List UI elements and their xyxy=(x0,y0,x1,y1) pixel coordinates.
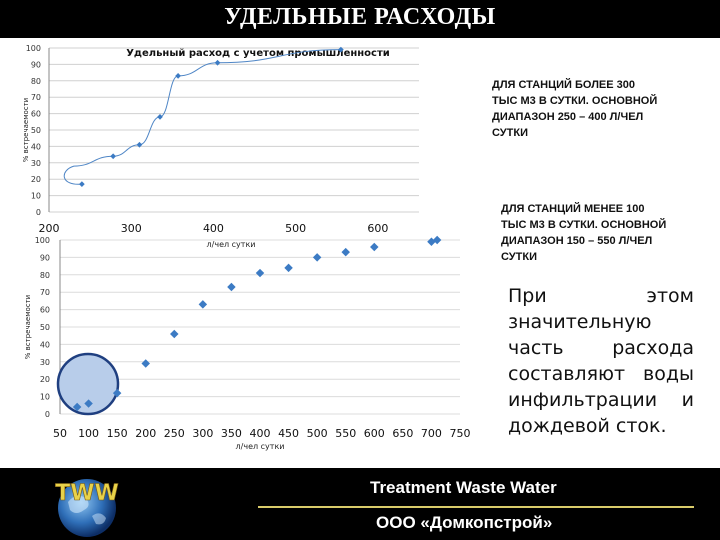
data-point xyxy=(227,282,236,292)
x-tick-label: 550 xyxy=(335,427,356,440)
y-tick-label: 70 xyxy=(31,93,41,102)
note-top-line: ДИАПАЗОН 250 – 400 Л/ЧЕЛ xyxy=(492,111,644,123)
series-line xyxy=(63,49,341,185)
logo-letters: TWW xyxy=(55,481,119,506)
note-top-line: ДЛЯ СТАНЦИЙ БОЛЕЕ 300 xyxy=(492,79,635,91)
note-bottom-line: СУТКИ xyxy=(501,251,537,263)
remark-line: составляют воды xyxy=(508,363,694,385)
x-tick-label: 50 xyxy=(53,427,67,440)
highlight-circle xyxy=(56,352,120,416)
x-tick-label: 100 xyxy=(78,427,99,440)
data-point xyxy=(255,268,265,278)
y-tick-label: 60 xyxy=(40,306,50,315)
data-point xyxy=(141,359,150,368)
footer: TWW Treatment Waste Water ООО «Домкопстр… xyxy=(0,468,720,540)
y-tick-label: 30 xyxy=(31,159,41,168)
remark-line: часть расхода xyxy=(508,337,694,359)
note-top-line: ТЫС М3 В СУТКИ. ОСНОВНОЙ xyxy=(492,95,658,107)
y-tick-label: 80 xyxy=(40,271,50,280)
x-tick-label: 750 xyxy=(450,427,471,440)
x-tick-label: 300 xyxy=(192,427,213,440)
y-tick-label: 40 xyxy=(40,340,50,349)
x-axis-label: л/чел сутки xyxy=(236,442,285,451)
data-point xyxy=(370,242,379,252)
data-point xyxy=(110,153,116,160)
x-tick-label: 150 xyxy=(107,427,128,440)
y-tick-label: 30 xyxy=(40,358,50,367)
y-tick-label: 50 xyxy=(40,323,50,332)
data-point xyxy=(136,141,143,148)
x-tick-label: 600 xyxy=(367,222,388,235)
remark-line: При этом xyxy=(508,285,694,307)
y-tick-label: 40 xyxy=(31,142,41,151)
y-tick-label: 60 xyxy=(31,110,41,119)
x-tick-label: 500 xyxy=(285,222,306,235)
data-point xyxy=(432,235,442,245)
data-point xyxy=(341,247,350,257)
data-point xyxy=(170,329,179,339)
y-tick-label: 20 xyxy=(31,175,41,184)
data-point xyxy=(72,402,82,412)
company-name: ООО «Домкопстрой» xyxy=(376,513,553,532)
x-axis-note: л/чел сутки xyxy=(207,240,256,249)
footer-divider xyxy=(258,506,694,508)
x-tick-label: 400 xyxy=(250,427,271,440)
chart-occurrence-scatter: 0 10 20 30 40 50 60 70 80 90 100 50 100 150 200 250 300 3… xyxy=(24,235,471,451)
x-tick-label: 200 xyxy=(39,222,60,235)
y-tick-label: 70 xyxy=(40,288,50,297)
y-tick-label: 80 xyxy=(31,77,41,86)
remark-line: инфильтрации и xyxy=(508,389,694,411)
y-tick-label: 10 xyxy=(31,192,41,201)
remark-line: дождевой сток. xyxy=(508,415,667,437)
y-axis-label: % встречаемости xyxy=(24,295,32,359)
y-axis-label: % встречаемости xyxy=(22,98,30,162)
data-point xyxy=(284,263,293,273)
y-tick-label: 50 xyxy=(31,126,41,135)
note-large-stations: ДЛЯ СТАНЦИЙ БОЛЕЕ 300 ТЫС М3 В СУТКИ. ОС… xyxy=(492,77,657,141)
data-point xyxy=(79,181,85,187)
x-tick-label: 200 xyxy=(135,427,156,440)
y-tick-label: 10 xyxy=(40,393,50,402)
data-point xyxy=(198,300,208,309)
y-tick-label: 100 xyxy=(26,44,41,53)
y-tick-label: 0 xyxy=(45,410,50,419)
x-tick-label: 300 xyxy=(121,222,142,235)
x-tick-label: 600 xyxy=(364,427,385,440)
note-bottom-line: ТЫС М3 В СУТКИ. ОСНОВНОЙ xyxy=(501,219,667,231)
data-point xyxy=(84,399,93,408)
x-tick-label: 450 xyxy=(278,427,299,440)
note-bottom-line: ДИАПАЗОН 150 – 550 Л/ЧЕЛ xyxy=(501,235,653,247)
note-top-line: СУТКИ xyxy=(492,127,528,139)
chart-title: Удельный расход с учетом промышленности xyxy=(126,48,390,59)
title-bar: УДЕЛЬНЫЕ РАСХОДЫ xyxy=(0,0,720,38)
infiltration-remark: При этом значительную часть расхода сост… xyxy=(508,283,694,439)
x-tick-label: 700 xyxy=(421,427,442,440)
x-tick-label: 350 xyxy=(221,427,242,440)
y-tick-label: 0 xyxy=(36,208,41,217)
tww-globe-logo: TWW xyxy=(55,479,119,537)
slide-title: УДЕЛЬНЫЕ РАСХОДЫ xyxy=(224,4,496,30)
x-tick-label: 650 xyxy=(392,427,413,440)
x-tick-label: 400 xyxy=(203,222,224,235)
y-tick-label: 90 xyxy=(40,253,50,262)
y-tick-label: 90 xyxy=(31,60,41,69)
data-point xyxy=(312,253,322,262)
note-small-stations: ДЛЯ СТАНЦИЙ МЕНЕЕ 100 ТЫС М3 В СУТКИ. ОС… xyxy=(501,201,666,265)
remark-line: значительную xyxy=(508,311,652,333)
y-tick-label: 20 xyxy=(40,375,50,384)
data-point xyxy=(112,388,122,398)
x-tick-label: 500 xyxy=(307,427,328,440)
data-point xyxy=(175,73,181,79)
y-tick-label: 100 xyxy=(35,236,50,245)
x-tick-label: 250 xyxy=(164,427,185,440)
brand-name: Treatment Waste Water xyxy=(370,478,557,497)
data-point xyxy=(157,114,163,120)
note-bottom-line: ДЛЯ СТАНЦИЙ МЕНЕЕ 100 xyxy=(501,203,645,215)
